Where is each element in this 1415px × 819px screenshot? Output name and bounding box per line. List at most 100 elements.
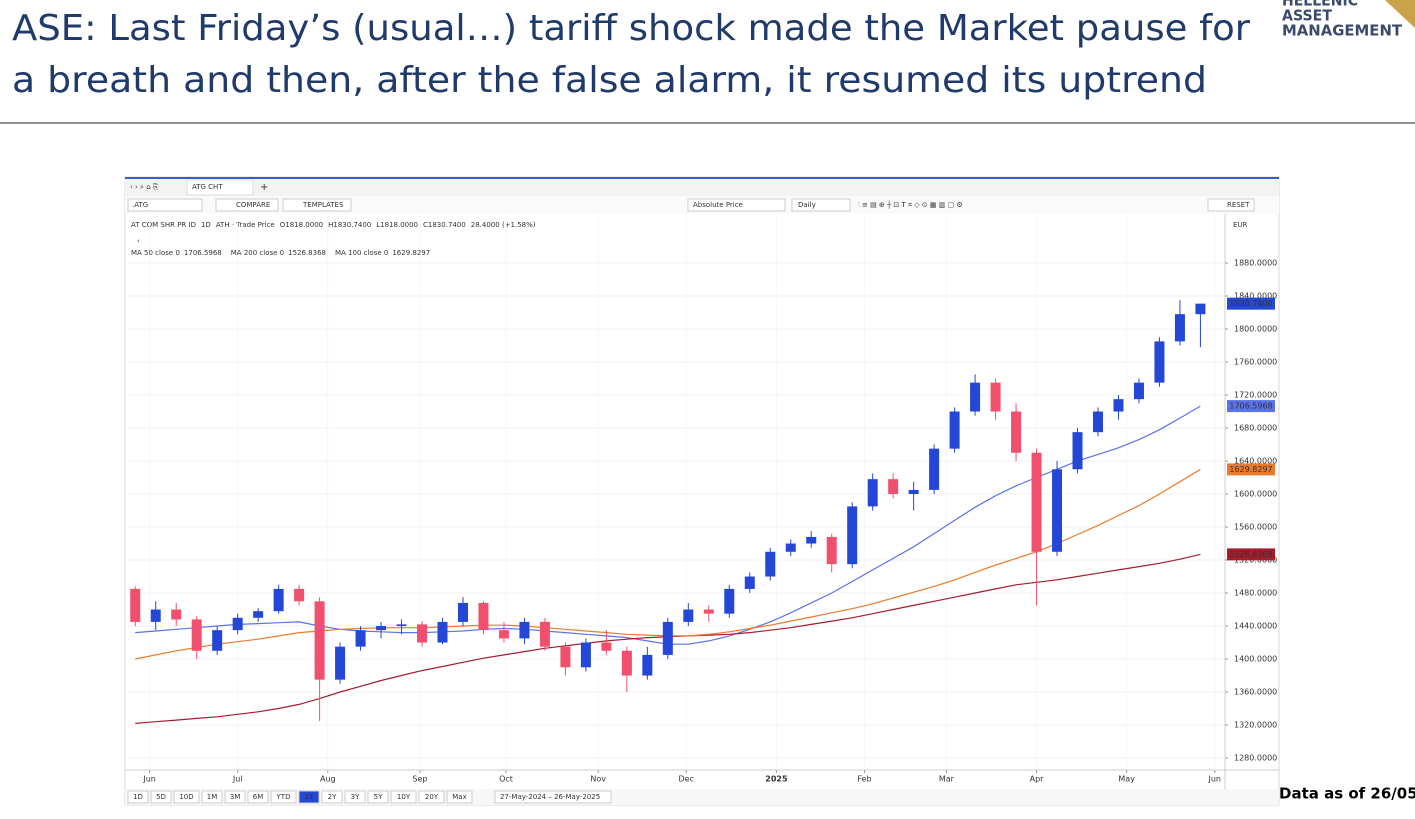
range-button[interactable]	[390, 790, 417, 804]
price-tag	[1227, 400, 1275, 413]
range-button[interactable]	[247, 790, 269, 804]
price-mode-select[interactable]	[687, 198, 786, 212]
y-tick-label: 1760.0000	[1234, 358, 1277, 367]
range-button[interactable]	[321, 790, 343, 804]
range-button[interactable]	[150, 790, 172, 804]
logo-text: HELLENIC	[1282, 0, 1358, 10]
range-button[interactable]	[367, 790, 389, 804]
header-info: C1830.7400	[423, 221, 466, 229]
price-tag	[1227, 548, 1275, 561]
candle-body	[560, 646, 571, 668]
legend-name: MA 100 close 0	[335, 249, 388, 257]
header-info: 28.4000 (+1.58%)	[471, 221, 536, 229]
y-tick-label: 1480.0000	[1234, 589, 1277, 598]
range-button[interactable]	[270, 790, 297, 804]
candle-body	[703, 609, 714, 614]
y-tick-label: 1440.0000	[1234, 622, 1277, 631]
range-button[interactable]	[173, 790, 200, 804]
header-info: 1D	[201, 221, 211, 229]
candle-body	[294, 588, 305, 602]
reset-label: RESET	[1227, 201, 1250, 209]
range-label: 10Y	[397, 793, 411, 801]
compare-button[interactable]	[215, 198, 279, 212]
range-label: 1Y	[305, 793, 314, 801]
candle-body	[376, 626, 387, 631]
range-button[interactable]	[446, 790, 473, 804]
x-tick-label: Feb	[857, 775, 871, 784]
title-line: ASE: Last Friday’s (usual…) tariff shock…	[12, 8, 1250, 49]
range-button[interactable]	[127, 790, 149, 804]
tab[interactable]	[186, 179, 254, 196]
title-line: a breath and then, after the false alarm…	[12, 60, 1207, 101]
reset-button[interactable]	[1207, 198, 1255, 212]
range-button[interactable]	[224, 790, 246, 804]
y-tick-label: 1880.0000	[1234, 259, 1277, 268]
range-label: 6M	[253, 793, 264, 801]
interval: Daily	[798, 201, 816, 209]
candle-body	[150, 609, 161, 622]
symbol-box[interactable]	[127, 198, 203, 212]
range-button[interactable]	[418, 790, 445, 804]
range-label: 1D	[133, 793, 143, 801]
x-tick-label: Nov	[590, 775, 606, 784]
legend-name: MA 200 close 0	[231, 249, 284, 257]
candle-body	[601, 642, 612, 651]
candle-body	[1195, 303, 1206, 315]
x-tick-label: Jul	[232, 775, 243, 784]
range-label: 10D	[179, 793, 193, 801]
y-tick-label: 1640.0000	[1234, 457, 1277, 466]
collapse: ‹	[137, 237, 140, 245]
candle-body	[888, 479, 899, 495]
header-info: ATH · Trade Price	[216, 221, 275, 229]
candle-body	[171, 609, 182, 620]
y-tick-label: 1720.0000	[1234, 391, 1277, 400]
legend-value: 1526.8368	[288, 249, 326, 257]
candle-body	[826, 536, 837, 565]
add-tab[interactable]: +	[260, 182, 268, 193]
range-label: 1M	[207, 793, 218, 801]
header-info: AT COM SHR PR ID	[131, 221, 196, 229]
x-tick-label: Aug	[320, 775, 336, 784]
y-tick-label: 1680.0000	[1234, 424, 1277, 433]
candle-body	[232, 617, 243, 631]
candle-body	[908, 489, 919, 495]
legend-value: 1629.8297	[392, 249, 430, 257]
price-tag-label: 1629.8297	[1229, 465, 1272, 474]
range-button[interactable]	[344, 790, 366, 804]
range-button[interactable]	[298, 790, 320, 804]
candle-body	[765, 551, 776, 577]
date-range: 27-May-2024 – 26-May-2025	[500, 793, 600, 801]
chart-frame	[124, 176, 1280, 806]
tab-label: ATG CHT	[192, 183, 223, 191]
range-button[interactable]	[201, 790, 223, 804]
range-label: 5Y	[374, 793, 383, 801]
range-label: Max	[452, 793, 466, 801]
range-label: YTD	[276, 793, 291, 801]
logo-text: MANAGEMENT	[1282, 22, 1403, 40]
candle-body	[683, 609, 694, 622]
candle-body	[1092, 411, 1103, 433]
interval-select[interactable]	[791, 198, 851, 212]
candle-body	[744, 576, 755, 589]
range-label: 5D	[156, 793, 166, 801]
y-tick-label: 1360.0000	[1234, 688, 1277, 697]
title: ASE: Last Friday’s (usual…) tariff shock…	[12, 8, 1250, 101]
templates-button[interactable]	[282, 198, 352, 212]
candle-body	[642, 654, 653, 676]
logo-mark	[1385, 0, 1415, 28]
candle-body	[253, 611, 264, 618]
candle-body	[621, 650, 632, 676]
y-tick-label: 1800.0000	[1234, 325, 1277, 334]
range-label: 20Y	[425, 793, 439, 801]
candle-body	[519, 621, 530, 639]
candle-body	[970, 382, 981, 412]
candle-body	[191, 619, 202, 651]
x-tick-label: Apr	[1030, 775, 1045, 784]
y-tick-label: 1560.0000	[1234, 523, 1277, 532]
candle-body	[949, 411, 960, 449]
candle-body	[1154, 341, 1165, 383]
date-range-box[interactable]	[494, 790, 612, 804]
candle-body	[1133, 382, 1144, 400]
